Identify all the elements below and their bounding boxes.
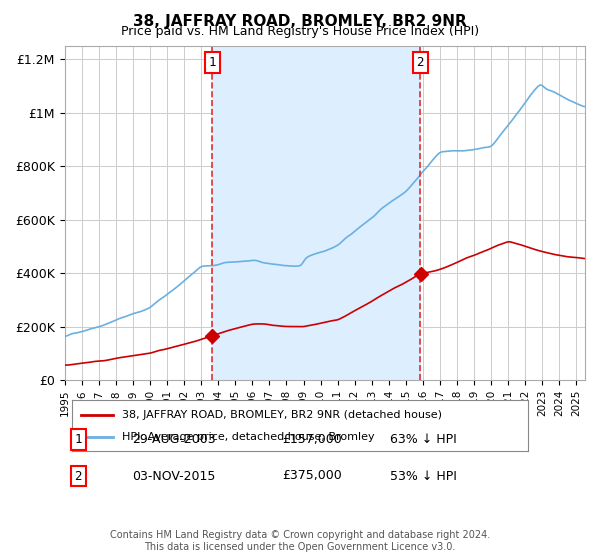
- Text: 2: 2: [416, 56, 424, 69]
- Text: £157,000: £157,000: [282, 433, 342, 446]
- Bar: [212, 46, 420, 380]
- Text: 1: 1: [209, 56, 216, 69]
- Text: 29-AUG-2003: 29-AUG-2003: [132, 433, 215, 446]
- Text: 38, JAFFRAY ROAD, BROMLEY, BR2 9NR (detached house): 38, JAFFRAY ROAD, BROMLEY, BR2 9NR (deta…: [122, 409, 442, 419]
- Text: Price paid vs. HM Land Registry's House Price Index (HPI): Price paid vs. HM Land Registry's House …: [121, 25, 479, 38]
- Text: HPI: Average price, detached house, Bromley: HPI: Average price, detached house, Brom…: [122, 432, 375, 442]
- Text: Contains HM Land Registry data © Crown copyright and database right 2024.
This d: Contains HM Land Registry data © Crown c…: [110, 530, 490, 552]
- Text: 53% ↓ HPI: 53% ↓ HPI: [390, 469, 457, 483]
- Text: 38, JAFFRAY ROAD, BROMLEY, BR2 9NR: 38, JAFFRAY ROAD, BROMLEY, BR2 9NR: [133, 14, 467, 29]
- Text: 63% ↓ HPI: 63% ↓ HPI: [390, 433, 457, 446]
- Text: 03-NOV-2015: 03-NOV-2015: [132, 469, 215, 483]
- Text: 2: 2: [74, 469, 82, 483]
- Text: 1: 1: [74, 433, 82, 446]
- Text: £375,000: £375,000: [282, 469, 342, 483]
